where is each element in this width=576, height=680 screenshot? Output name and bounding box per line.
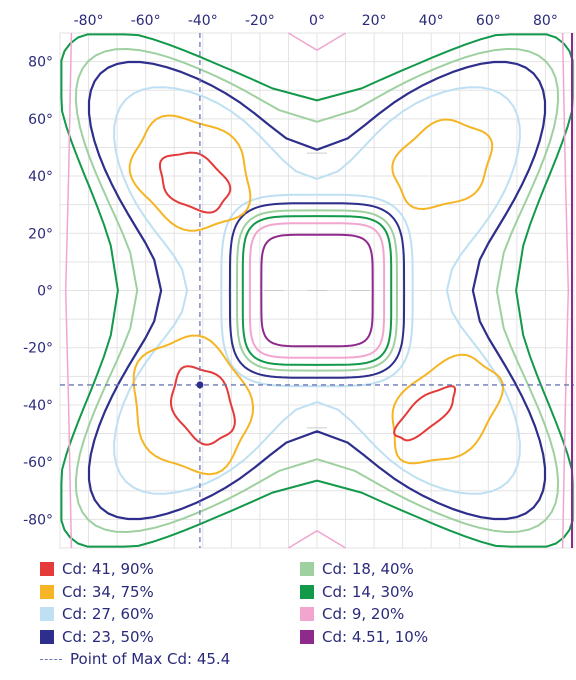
x-tick-label: -40° — [188, 13, 218, 29]
contour-level-75-lower-left — [132, 334, 255, 476]
y-tick-label: -40° — [23, 398, 53, 414]
legend-label: Cd: 41, 90% — [62, 560, 154, 579]
legend-item: Cd: 9, 20% — [300, 605, 560, 623]
contour-level-75-upper-right — [391, 118, 494, 210]
legend-label: Cd: 27, 60% — [62, 605, 154, 624]
x-tick-label: 60° — [476, 13, 501, 29]
x-tick-label: 80° — [533, 13, 558, 29]
legend-item: Cd: 14, 30% — [300, 583, 560, 601]
contour-level-75-upper-left — [128, 114, 252, 232]
contour-level-40-outer — [74, 48, 560, 533]
legend-swatch — [40, 584, 54, 599]
x-tick-label: -60° — [131, 13, 161, 29]
y-tick-label: -20° — [23, 341, 53, 357]
legend-label: Cd: 34, 75% — [62, 582, 154, 601]
contour-level-20 — [248, 222, 386, 359]
x-tick-label: 20° — [362, 13, 387, 29]
legend-swatch — [300, 584, 314, 599]
legend-label: Point of Max Cd: 45.4 — [70, 650, 231, 669]
dashed-line-sample — [40, 658, 62, 660]
y-axis-tick-labels: 80° 60° 40° 20° 0° -20° -40° -60° -80° — [23, 55, 53, 529]
contour-level-50-inner — [228, 202, 406, 379]
legend-max-point: Point of Max Cd: 45.4 — [40, 648, 560, 671]
contour-level-60-inner — [220, 193, 414, 388]
y-tick-label: -80° — [23, 512, 53, 528]
legend-label: Cd: 4.51, 10% — [322, 627, 429, 646]
contour-level-30 — [241, 215, 393, 366]
legend-row: Cd: 23, 50% Cd: 4.51, 10% — [40, 626, 560, 649]
legend-item: Cd: 18, 40% — [300, 560, 560, 578]
contour-level-50-outer — [87, 60, 547, 521]
legend-item: Cd: 41, 90% — [40, 560, 300, 578]
grid-lines — [59, 32, 575, 549]
contour-level-90-upper-left — [159, 151, 232, 214]
legend-swatch — [40, 607, 54, 622]
legend-swatch — [300, 629, 314, 644]
legend: Cd: 41, 90% Cd: 18, 40% Cd: 34, 75% Cd: … — [40, 558, 560, 671]
legend-item: Cd: 23, 50% — [40, 628, 300, 646]
y-tick-label: 60° — [28, 112, 53, 128]
legend-swatch — [40, 629, 54, 644]
contour-level-20-outer-bottom — [288, 530, 346, 549]
legend-item: Cd: 27, 60% — [40, 605, 300, 623]
legend-item: Cd: 4.51, 10% — [300, 628, 560, 646]
max-point-crosshair — [60, 33, 574, 548]
x-tick-label: 0° — [309, 13, 325, 29]
legend-label: Cd: 23, 50% — [62, 627, 154, 646]
y-tick-label: -60° — [23, 455, 53, 471]
legend-row: Cd: 27, 60% Cd: 9, 20% — [40, 603, 560, 626]
legend-row: Cd: 34, 75% Cd: 14, 30% — [40, 581, 560, 604]
legend-label: Cd: 9, 20% — [322, 605, 405, 624]
contour-level-60-outer — [113, 86, 521, 495]
legend-row: Cd: 41, 90% Cd: 18, 40% — [40, 558, 560, 581]
legend-item: Cd: 34, 75% — [40, 583, 300, 601]
y-tick-label: 0° — [37, 284, 53, 300]
contour-level-40 — [236, 209, 398, 372]
y-tick-label: 80° — [28, 55, 53, 71]
contour-level-30-outer — [60, 33, 574, 548]
x-tick-label: -20° — [245, 13, 275, 29]
x-axis-tick-labels: -80° -60° -40° -20° 0° 20° 40° 60° 80° — [74, 13, 558, 29]
contour-level-20-outer-top — [288, 32, 346, 51]
contour-lines — [60, 32, 574, 549]
legend-label: Cd: 14, 30% — [322, 582, 414, 601]
contour-level-90-lower-left — [169, 365, 236, 446]
contour-level-90-lower-right — [393, 385, 456, 442]
y-tick-label: 20° — [28, 226, 53, 242]
contour-level-10 — [260, 233, 374, 348]
x-tick-label: 40° — [419, 13, 444, 29]
legend-swatch — [300, 562, 314, 577]
max-point-marker — [196, 381, 204, 389]
contour-plot: -80° -60° -40° -20° 0° 20° 40° 60° 80° 80° 60° 40°… — [23, 13, 575, 549]
legend-swatch — [300, 607, 314, 622]
y-tick-label: 40° — [28, 169, 53, 185]
x-tick-label: -80° — [74, 13, 104, 29]
contour-level-20-outer-right — [561, 32, 570, 549]
contour-level-20-outer-left — [64, 32, 73, 549]
contour-level-75-lower-right — [391, 353, 505, 465]
legend-swatch — [40, 562, 54, 577]
legend-label: Cd: 18, 40% — [322, 560, 414, 579]
